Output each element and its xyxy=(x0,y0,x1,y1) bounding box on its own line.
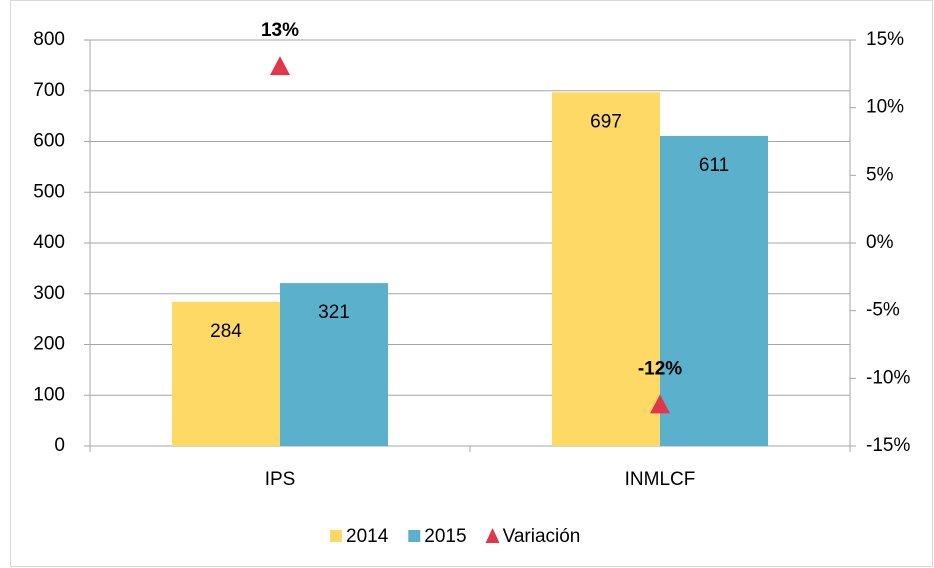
legend-marker xyxy=(485,528,500,543)
data-label: 13% xyxy=(261,20,299,41)
data-label: 284 xyxy=(210,321,242,342)
marker xyxy=(650,394,670,414)
legend-swatch xyxy=(408,530,421,542)
y2-tick-label: 10% xyxy=(866,97,904,118)
x-tick-label: INMLCF xyxy=(625,469,696,490)
y-tick-label: 500 xyxy=(33,181,65,202)
data-label: 321 xyxy=(318,302,350,323)
y-tick-label: 300 xyxy=(33,283,65,304)
y-tick-label: 700 xyxy=(33,80,65,101)
y2-tick-label: -10% xyxy=(866,367,910,388)
bar xyxy=(660,135,768,447)
legend-label: 2014 xyxy=(346,526,389,547)
y-tick-label: 100 xyxy=(33,384,65,405)
marker xyxy=(270,56,290,76)
y2-tick-label: -15% xyxy=(866,435,910,456)
y2-tick-label: 15% xyxy=(866,29,904,50)
data-label: 697 xyxy=(590,111,622,132)
data-label: 611 xyxy=(699,155,729,176)
data-label: -12% xyxy=(638,358,682,379)
y-tick-label: 400 xyxy=(33,232,65,253)
y-tick-label: 600 xyxy=(33,131,65,152)
legend-swatch xyxy=(330,530,342,542)
y-tick-label: 0 xyxy=(54,435,65,456)
legend-label: Variación xyxy=(503,526,581,547)
bar xyxy=(280,283,388,446)
y2-tick-label: -5% xyxy=(866,300,900,321)
chart-border xyxy=(10,0,933,567)
y2-tick-label: 0% xyxy=(866,232,894,253)
y-tick-label: 800 xyxy=(33,29,65,50)
y-tick-label: 200 xyxy=(33,334,65,355)
bar xyxy=(552,92,660,447)
bar xyxy=(172,301,280,446)
x-tick-label: IPS xyxy=(265,469,296,490)
y2-tick-label: 5% xyxy=(866,164,894,185)
legend-label: 2015 xyxy=(424,526,466,547)
